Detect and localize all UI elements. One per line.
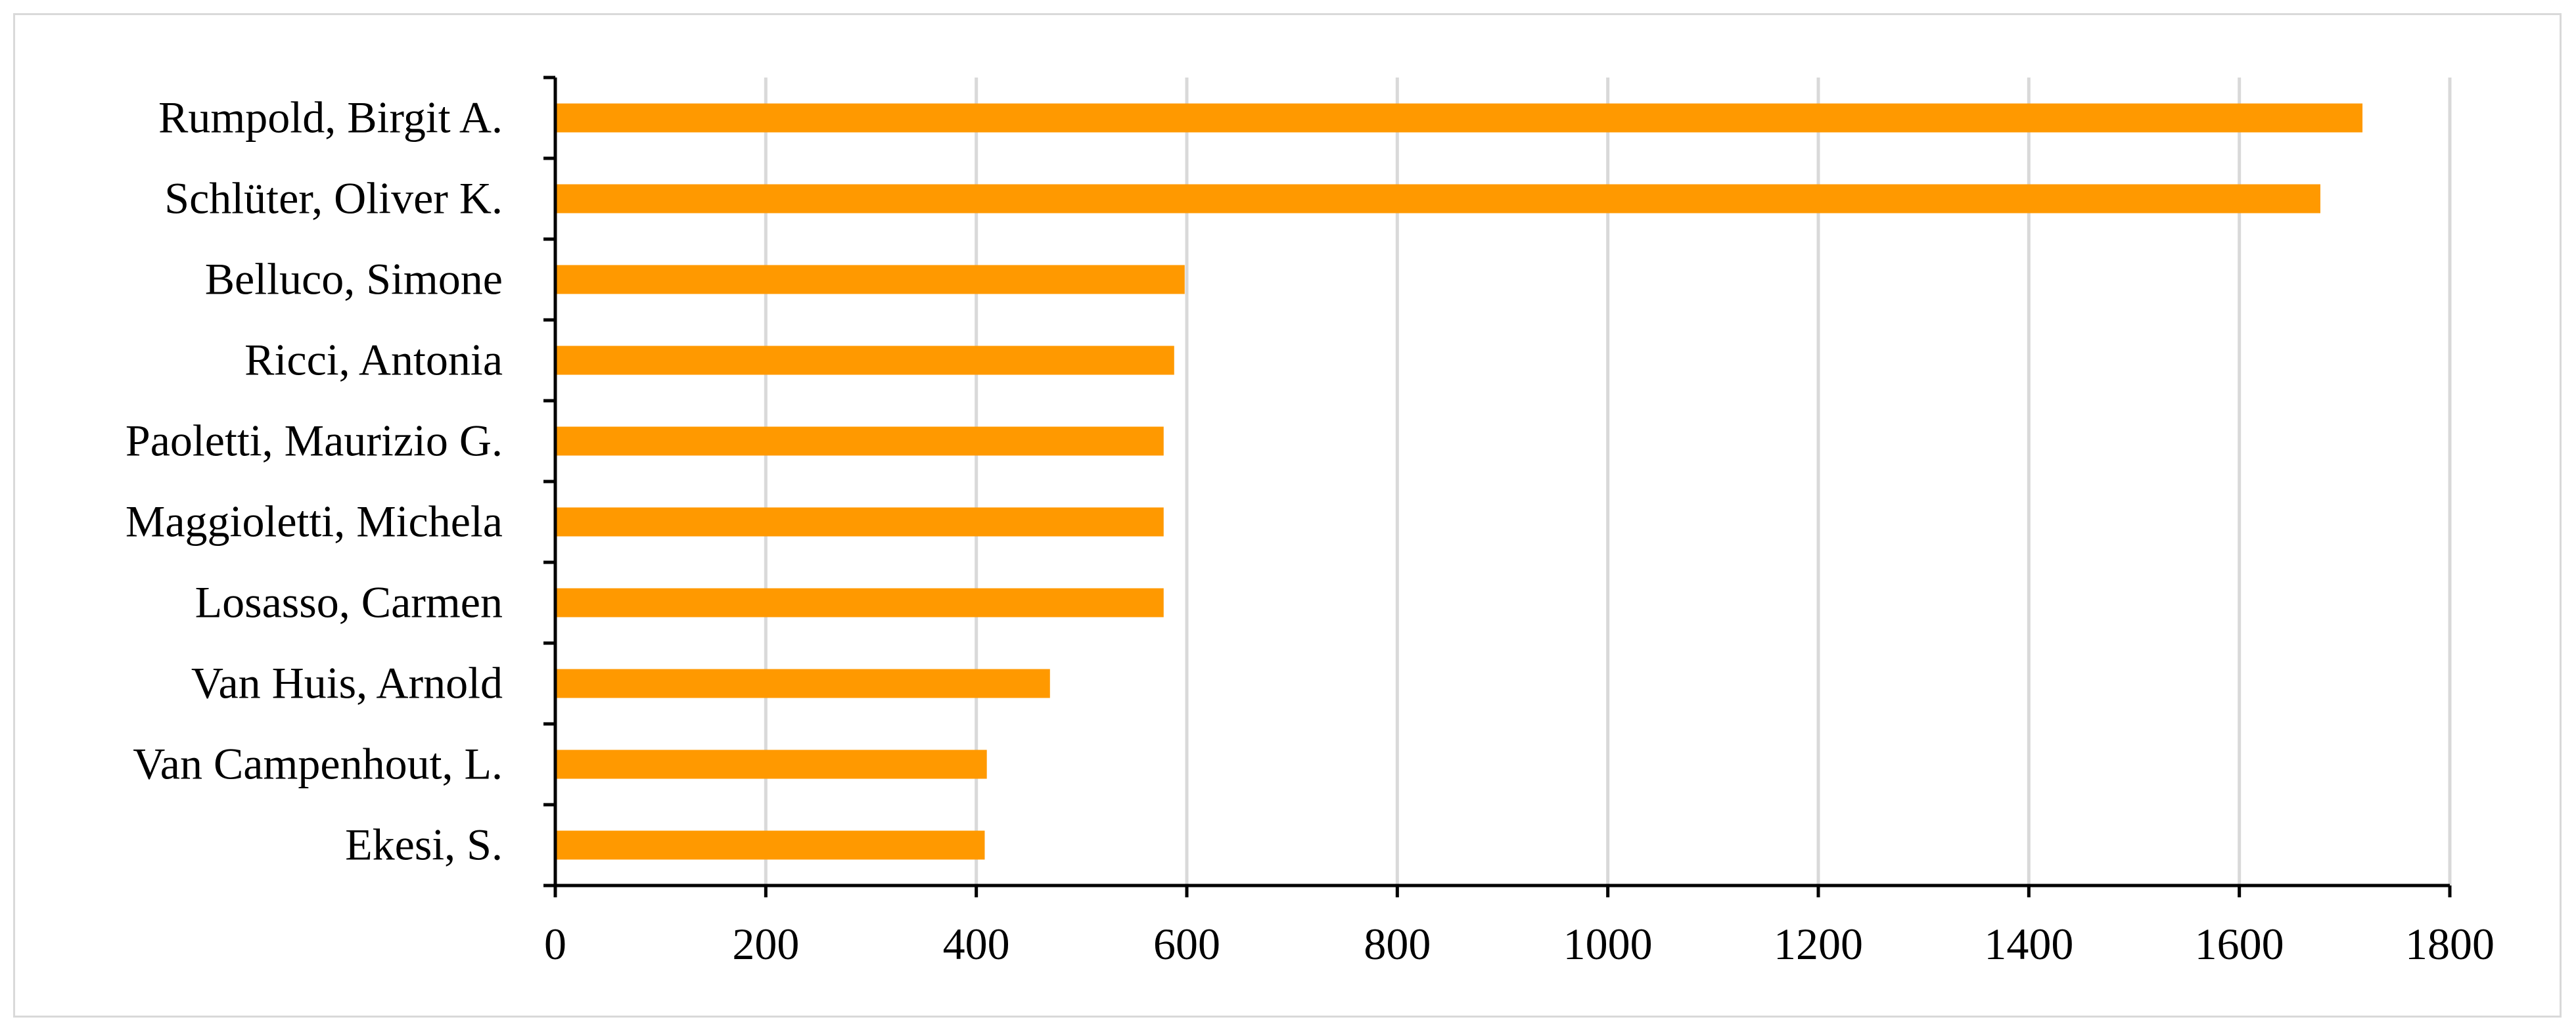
category-label: Van Campenhout, L. <box>133 739 503 789</box>
category-label: Ricci, Antonia <box>244 335 503 385</box>
bar <box>555 507 1164 537</box>
category-label: Belluco, Simone <box>205 254 503 304</box>
x-tick-label: 1000 <box>1563 919 1653 969</box>
x-tick-label: 1600 <box>2195 919 2284 969</box>
category-label: Maggioletti, Michela <box>126 497 503 547</box>
bar <box>555 669 1050 698</box>
bars <box>555 103 2363 860</box>
chart-frame <box>13 13 2562 1018</box>
category-label: Van Huis, Arnold <box>191 658 503 708</box>
bar <box>555 426 1164 456</box>
x-tick-label: 800 <box>1364 919 1431 969</box>
bar <box>555 588 1164 617</box>
bar <box>555 346 1174 375</box>
bar <box>555 103 2363 133</box>
x-tick-label: 200 <box>732 919 799 969</box>
x-tick-label: 600 <box>1153 919 1220 969</box>
labels: 0 200 400 600 800 1000 1200 1400 1600 1800 Rumpold… <box>126 93 2495 970</box>
category-label: Ekesi, S. <box>345 820 503 870</box>
x-tick-label: 1400 <box>1984 919 2073 969</box>
bar <box>555 265 1185 294</box>
axes <box>543 76 2452 897</box>
bar <box>555 750 987 779</box>
x-tick-label: 1800 <box>2405 919 2495 969</box>
category-label: Rumpold, Birgit A. <box>158 93 503 143</box>
x-tick-label: 1200 <box>1774 919 1863 969</box>
category-label: Losasso, Carmen <box>195 577 503 627</box>
category-label: Paoletti, Maurizio G. <box>126 416 503 466</box>
category-label: Schlüter, Oliver K. <box>164 173 503 223</box>
bar <box>555 830 985 860</box>
x-tick-label: 0 <box>544 919 566 969</box>
x-tick-label: 400 <box>943 919 1010 969</box>
bar <box>555 184 2320 213</box>
